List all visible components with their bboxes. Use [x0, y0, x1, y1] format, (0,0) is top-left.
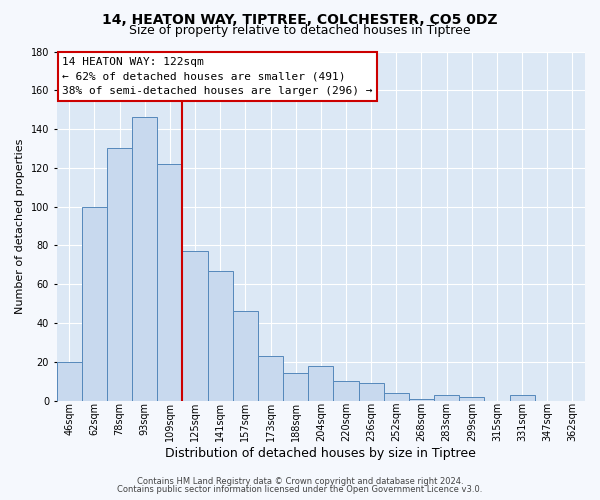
Bar: [308, 366, 334, 400]
Text: Size of property relative to detached houses in Tiptree: Size of property relative to detached ho…: [129, 24, 471, 37]
X-axis label: Distribution of detached houses by size in Tiptree: Distribution of detached houses by size …: [166, 447, 476, 460]
Text: Contains public sector information licensed under the Open Government Licence v3: Contains public sector information licen…: [118, 485, 482, 494]
Bar: [434, 394, 459, 400]
Bar: [233, 312, 258, 400]
Bar: [409, 398, 434, 400]
Bar: [82, 206, 107, 400]
Bar: [359, 383, 384, 400]
Bar: [208, 270, 233, 400]
Bar: [283, 374, 308, 400]
Text: 14 HEATON WAY: 122sqm
← 62% of detached houses are smaller (491)
38% of semi-det: 14 HEATON WAY: 122sqm ← 62% of detached …: [62, 56, 373, 96]
Bar: [107, 148, 132, 400]
Bar: [509, 394, 535, 400]
Bar: [157, 164, 182, 400]
Text: Contains HM Land Registry data © Crown copyright and database right 2024.: Contains HM Land Registry data © Crown c…: [137, 477, 463, 486]
Bar: [384, 393, 409, 400]
Bar: [334, 381, 359, 400]
Bar: [132, 118, 157, 401]
Bar: [182, 251, 208, 400]
Bar: [459, 396, 484, 400]
Text: 14, HEATON WAY, TIPTREE, COLCHESTER, CO5 0DZ: 14, HEATON WAY, TIPTREE, COLCHESTER, CO5…: [102, 12, 498, 26]
Bar: [258, 356, 283, 401]
Bar: [56, 362, 82, 401]
Title: 14, HEATON WAY, TIPTREE, COLCHESTER, CO5 0DZ
Size of property relative to detach: 14, HEATON WAY, TIPTREE, COLCHESTER, CO5…: [0, 499, 1, 500]
Y-axis label: Number of detached properties: Number of detached properties: [15, 138, 25, 314]
